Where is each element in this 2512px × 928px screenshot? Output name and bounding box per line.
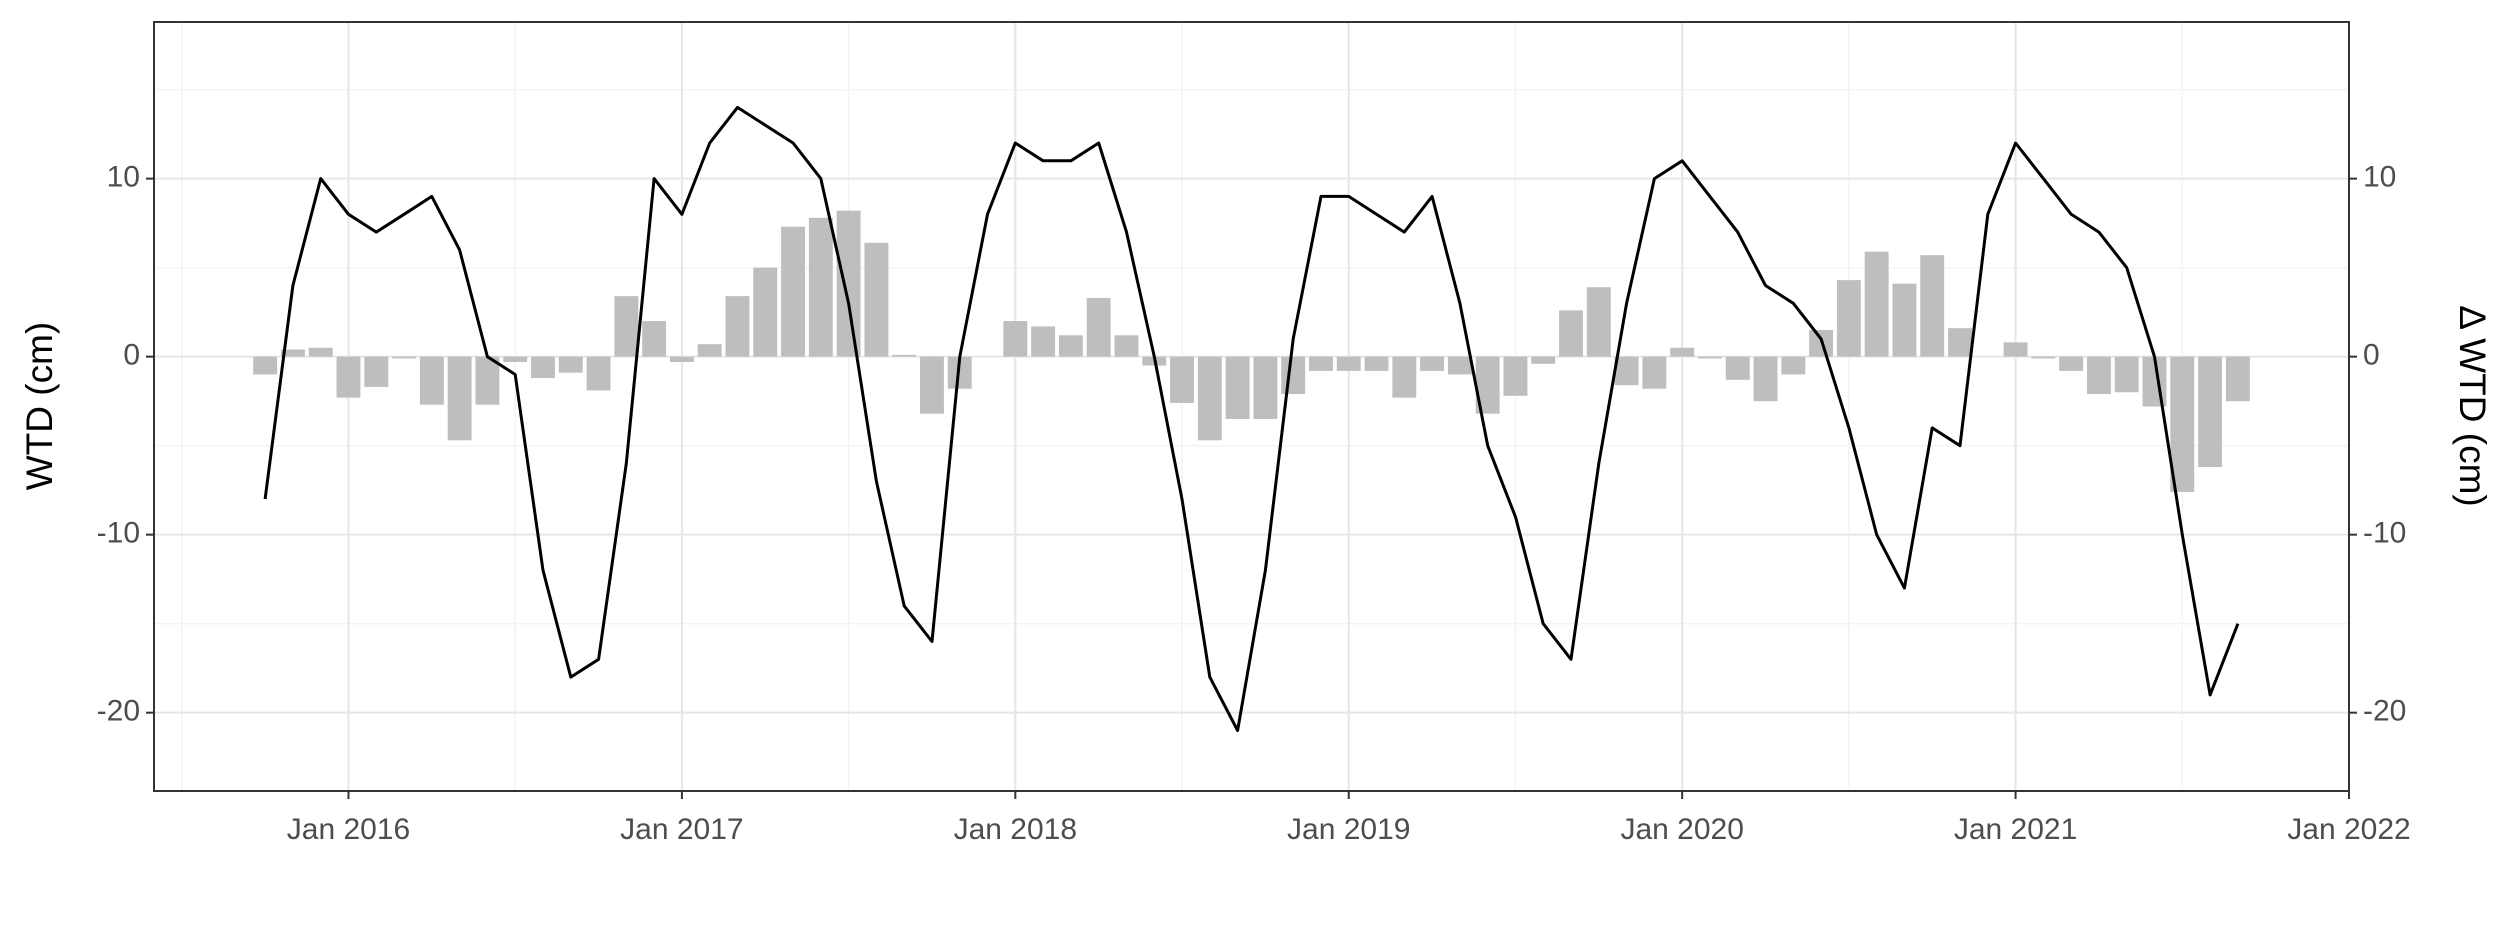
bar [1003, 321, 1028, 357]
y2-tick-label: 10 [2363, 161, 2396, 194]
bar [1392, 356, 1417, 398]
x-tick-label: Jan 2022 [2287, 813, 2410, 846]
bar [253, 356, 278, 375]
bar [558, 356, 583, 373]
bar [614, 296, 639, 357]
bar [1559, 310, 1583, 357]
bar [1698, 356, 1722, 359]
plot-background [154, 22, 2349, 791]
bar [1948, 328, 1972, 357]
bar [836, 210, 861, 357]
bar [2031, 356, 2056, 359]
x-tick-label: Jan 2017 [620, 813, 743, 846]
y-axis-title: WTD (cm) [19, 322, 60, 491]
bar [781, 226, 805, 357]
y2-tick-label: -20 [2363, 695, 2406, 728]
bar [2114, 356, 2139, 393]
bar [753, 267, 778, 357]
x-tick-label: Jan 2018 [954, 813, 1077, 846]
y-tick-label: 10 [107, 161, 140, 194]
bar [697, 344, 722, 357]
x-tick-label: Jan 2019 [1287, 813, 1410, 846]
bar [1725, 356, 1750, 380]
y-tick-label: -10 [97, 517, 140, 550]
x-tick-label: Jan 2016 [287, 813, 410, 846]
bar [1753, 356, 1778, 402]
bar [2198, 356, 2223, 468]
bar [808, 217, 833, 357]
bar [1586, 287, 1611, 357]
bar [308, 347, 333, 357]
bar [669, 356, 694, 362]
x-tick-label: Jan 2020 [1620, 813, 1743, 846]
bar [1503, 356, 1528, 396]
bar [1114, 335, 1139, 357]
y-tick-label: -20 [97, 695, 140, 728]
bar [1531, 356, 1556, 364]
bar [725, 296, 750, 357]
plot-border [153, 21, 2350, 792]
bar [336, 356, 361, 398]
bar [531, 356, 555, 379]
bar [280, 349, 305, 357]
bar [586, 356, 611, 391]
bar [447, 356, 472, 441]
bar [2003, 342, 2028, 357]
bar [1170, 356, 1194, 403]
bar [1447, 356, 1472, 375]
bar [1253, 356, 1278, 419]
bar [364, 356, 389, 387]
bar [1892, 283, 1917, 357]
bar [1086, 297, 1111, 357]
bar [920, 356, 944, 414]
bar [2086, 356, 2111, 395]
bar [1781, 356, 1806, 375]
bar [1309, 356, 1333, 371]
bar [1864, 251, 1889, 357]
bar [642, 321, 667, 357]
bar [2170, 356, 2195, 492]
bar [419, 356, 444, 405]
bar [1364, 356, 1389, 371]
bar [503, 356, 528, 362]
bar [1475, 356, 1500, 414]
bar [947, 356, 972, 389]
bar [1197, 356, 1222, 441]
bar [392, 356, 417, 359]
bar [1642, 356, 1667, 389]
y-tick-label: 0 [123, 339, 140, 372]
bar [1920, 255, 1945, 357]
bar [2059, 356, 2084, 371]
bar [1225, 356, 1250, 419]
y2-tick-label: -10 [2363, 517, 2406, 550]
bar [1836, 280, 1861, 357]
bar [892, 354, 917, 357]
bar [1336, 356, 1361, 371]
bar [864, 242, 889, 357]
bar [2225, 356, 2250, 402]
x-tick-label: Jan 2021 [1954, 813, 2077, 846]
bar [1281, 356, 1306, 395]
bar [475, 356, 500, 405]
y2-tick-label: 0 [2363, 339, 2380, 372]
bar [1420, 356, 1445, 371]
bar [1058, 335, 1083, 357]
bar [1670, 347, 1695, 357]
bar [1031, 326, 1056, 357]
bar [1614, 356, 1639, 386]
y2-axis-title: Δ WTD (cm) [2452, 305, 2493, 506]
line [263, 105, 2240, 732]
